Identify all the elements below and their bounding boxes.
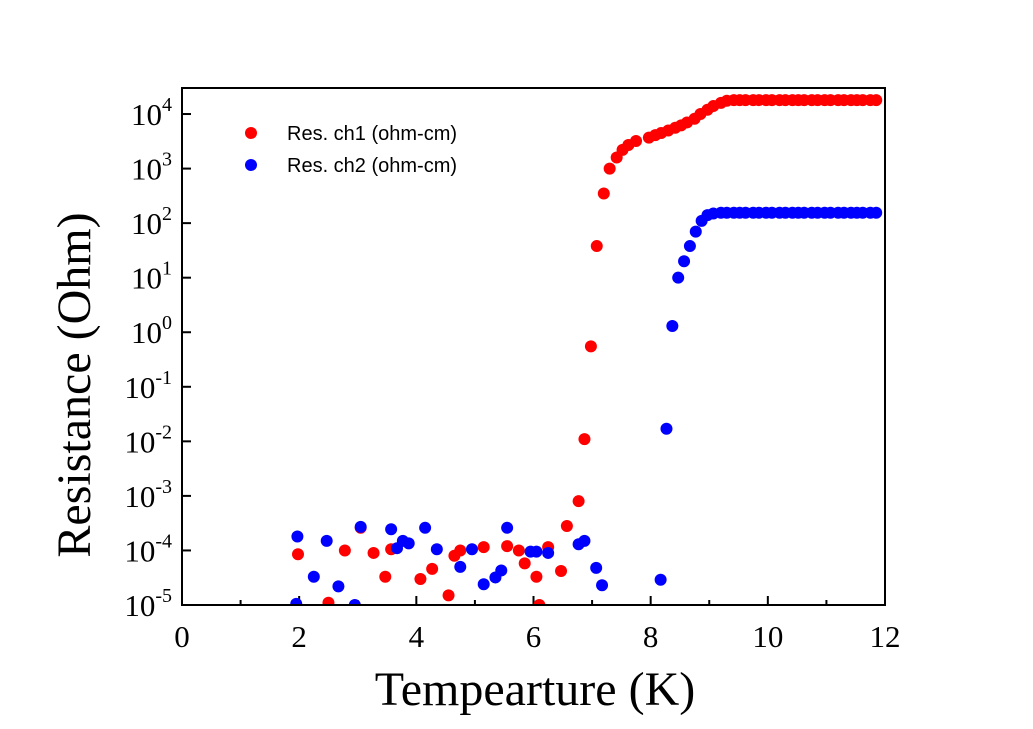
series-1-point: [518, 557, 531, 570]
series-2-point: [660, 422, 673, 435]
y-tick-label: 10-2: [124, 421, 172, 459]
series-1-point: [501, 540, 514, 553]
legend-label: Res. ch2 (ohm-cm): [287, 155, 457, 177]
series-1-point: [322, 596, 335, 605]
x-tick-label: 4: [409, 619, 425, 654]
series-2-point: [654, 573, 667, 586]
legend-label: Res. ch1 (ohm-cm): [287, 123, 457, 145]
plot-frame: [181, 87, 886, 606]
series-1-point: [584, 340, 597, 353]
series-2-point: [320, 534, 333, 547]
series-2-point: [666, 320, 679, 333]
series-1-point: [512, 544, 525, 557]
y-axis-title: Resistance (Ohm): [48, 212, 101, 557]
series-2-point: [672, 271, 685, 284]
y-tick-label: 10-1: [124, 367, 172, 405]
data-points: [290, 94, 883, 605]
series-2-point: [385, 523, 398, 536]
series-1-point: [572, 495, 585, 508]
x-tick-label: 12: [870, 619, 901, 654]
series-2-point: [307, 570, 320, 583]
series-1-point: [870, 94, 883, 107]
series-2-point: [683, 240, 696, 253]
series-1-point: [590, 240, 603, 253]
series-2-point: [596, 579, 609, 592]
series-1-point: [603, 162, 616, 175]
series-1-point: [454, 544, 467, 557]
series-2-point: [348, 599, 361, 605]
series-2-point: [430, 543, 443, 556]
series-2-point: [354, 520, 367, 533]
series-2-point: [678, 255, 691, 268]
series-1-point: [477, 541, 490, 554]
legend: Res. ch1 (ohm-cm) Res. ch2 (ohm-cm): [245, 123, 457, 177]
legend-marker: [245, 127, 257, 139]
series-1-point: [597, 187, 610, 200]
series-2-point: [454, 560, 467, 573]
series-1-point: [379, 570, 392, 583]
x-axis-ticks: 0 2 4 6 8 10 12: [174, 596, 901, 654]
series-1-point: [442, 589, 455, 602]
series-1-point: [555, 565, 568, 578]
y-tick-label: 103: [131, 149, 172, 187]
x-axis-title: Tempearture (K): [375, 663, 695, 716]
series-2-point: [689, 225, 702, 238]
series-1-point: [338, 544, 351, 557]
x-tick-label: 6: [526, 619, 542, 654]
y-tick-label: 10-4: [124, 530, 172, 568]
y-axis-ticks: 10-5 10-4 10-3 10-2 10-1 100 101 102 103 104: [124, 94, 191, 623]
series-1-point: [578, 433, 591, 446]
series-2-point: [495, 564, 508, 577]
series-2-point: [332, 580, 345, 593]
x-tick-label: 10: [752, 619, 783, 654]
series-1-point: [560, 520, 573, 533]
y-tick-label: 102: [131, 203, 172, 241]
x-tick-label: 2: [291, 619, 307, 654]
legend-marker: [245, 159, 257, 171]
y-tick-label: 100: [131, 312, 172, 350]
series-1-point: [367, 546, 380, 559]
series-2-point: [870, 206, 883, 219]
series-2-point: [501, 521, 514, 534]
series-1-point: [533, 599, 546, 605]
series-2-point: [590, 561, 603, 574]
x-tick-label: 8: [643, 619, 659, 654]
series-2-point: [290, 597, 303, 605]
series-2-point: [402, 537, 415, 550]
y-tick-label: 10-3: [124, 476, 172, 514]
series-1-point: [414, 572, 427, 585]
series-2-point: [578, 534, 591, 547]
series-1-point: [630, 135, 643, 148]
series-2-point: [465, 543, 478, 556]
series-1-point: [291, 548, 304, 561]
series-1-point: [530, 570, 543, 583]
y-tick-label: 10-5: [124, 585, 172, 623]
y-tick-label: 101: [131, 258, 172, 296]
series-2-point: [530, 545, 543, 558]
series-2-point: [419, 521, 432, 534]
series-2-point: [291, 530, 304, 543]
y-tick-label: 104: [131, 94, 172, 132]
series-2-point: [477, 578, 490, 591]
series-2-point: [542, 546, 555, 559]
series-1-point: [426, 562, 439, 575]
x-tick-label: 0: [174, 619, 190, 654]
